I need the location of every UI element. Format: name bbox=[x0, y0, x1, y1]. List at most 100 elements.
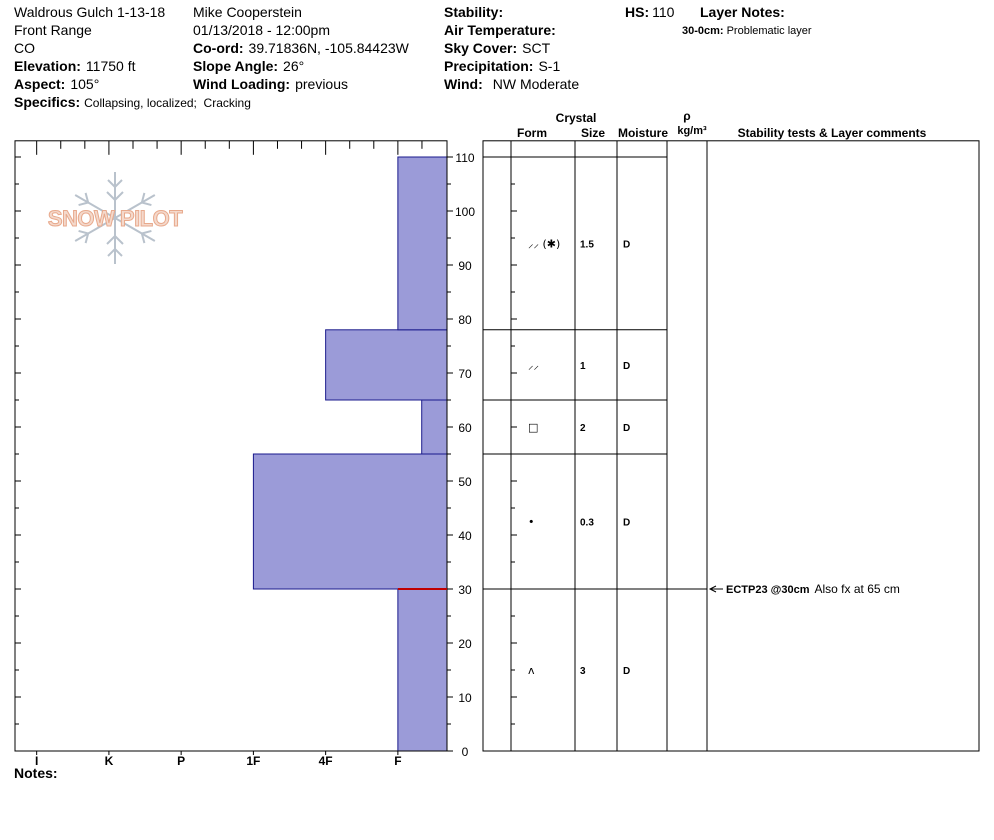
size-header: Size bbox=[581, 126, 605, 140]
y-tick-label: 100 bbox=[455, 205, 475, 219]
test-label: ECTP23 @30cm bbox=[726, 584, 810, 596]
wind-loading: Wind Loading: previous bbox=[193, 76, 348, 92]
label: HS: bbox=[625, 4, 649, 20]
moisture: D bbox=[623, 361, 630, 372]
logo-text: SNOW PILOT bbox=[48, 206, 183, 231]
grain-size: 2 bbox=[580, 423, 586, 434]
y-tick-label: 20 bbox=[458, 637, 472, 651]
elevation: Elevation: 11750 ft bbox=[14, 58, 136, 74]
hardness-bar bbox=[325, 329, 448, 401]
test-result: ECTP23 @30cm Also fx at 65 cm bbox=[726, 582, 900, 596]
comments-header: Stability tests & Layer comments bbox=[738, 126, 927, 140]
y-tick-label: 110 bbox=[455, 151, 474, 165]
air-temperature: Air Temperature: bbox=[444, 22, 556, 38]
range: Front Range bbox=[14, 22, 92, 38]
header: Waldrous Gulch 1-13-18 Front Range CO El… bbox=[14, 4, 812, 110]
grain-size: 1.5 bbox=[580, 239, 594, 250]
moisture: D bbox=[623, 518, 630, 529]
aspect: Aspect: 105° bbox=[14, 76, 99, 92]
value: 110 bbox=[652, 4, 675, 20]
density-unit: kg/m³ bbox=[677, 125, 707, 137]
value: Collapsing, localized; Cracking bbox=[84, 96, 251, 110]
coord: Co-ord: 39.71836N, -105.84423W bbox=[193, 40, 410, 56]
label: Slope Angle: bbox=[193, 58, 278, 74]
density-symbol: ρ bbox=[683, 109, 690, 123]
logo: SNOW PILOT bbox=[47, 172, 184, 264]
test-arrowhead bbox=[708, 585, 717, 593]
label: Aspect: bbox=[14, 76, 65, 92]
value: 26° bbox=[283, 58, 304, 74]
label: Elevation: bbox=[14, 58, 81, 74]
hardness-bar bbox=[252, 453, 448, 590]
range: 30-0cm: bbox=[682, 25, 724, 37]
layer-notes: Layer Notes: bbox=[700, 4, 785, 20]
y-tick-label: 60 bbox=[458, 421, 472, 435]
sky-cover: Sky Cover: SCT bbox=[444, 40, 551, 56]
grain-form: ʌ bbox=[528, 664, 535, 677]
x-tick-label: 1F bbox=[246, 754, 260, 768]
plot-frame bbox=[14, 140, 448, 752]
x-tick-label: K bbox=[105, 754, 114, 768]
label: Wind: bbox=[444, 76, 483, 92]
value: SCT bbox=[522, 40, 550, 56]
y-tick-label: 10 bbox=[458, 691, 472, 705]
y-tick-label: 50 bbox=[458, 475, 472, 489]
layer-note: 30-0cm: Problematic layer bbox=[682, 25, 812, 37]
label: Co-ord: bbox=[193, 40, 244, 56]
observer: Mike Cooperstein bbox=[193, 4, 302, 20]
y-tick-label: 70 bbox=[458, 367, 472, 381]
stability: Stability: bbox=[444, 4, 503, 20]
hardness-bar bbox=[397, 588, 448, 752]
grain-form: ⸝⸝ (✱) bbox=[528, 237, 560, 250]
x-tick-label: 4F bbox=[319, 754, 333, 768]
x-tick-label: I bbox=[35, 754, 38, 768]
grain-size: 0.3 bbox=[580, 518, 594, 529]
site: Waldrous Gulch 1-13-18 bbox=[14, 4, 165, 20]
label: Sky Cover: bbox=[444, 40, 517, 56]
x-tick-label: P bbox=[177, 754, 185, 768]
y-tick-label: 30 bbox=[458, 583, 472, 597]
grain-form: • bbox=[528, 516, 535, 529]
x-tick-label: F bbox=[394, 754, 401, 768]
value: previous bbox=[295, 76, 348, 92]
table-frame bbox=[482, 140, 980, 752]
column-headers: Crystal Form Size Moisture ρ kg/m³ Stabi… bbox=[517, 109, 927, 140]
value: NW Moderate bbox=[493, 76, 580, 92]
grain-form: ⸝⸝ bbox=[528, 359, 539, 372]
test-comment: Also fx at 65 cm bbox=[815, 582, 900, 596]
label: Precipitation: bbox=[444, 58, 533, 74]
label: Wind Loading: bbox=[193, 76, 290, 92]
value: S-1 bbox=[538, 58, 560, 74]
wind: Wind: NW Moderate bbox=[444, 76, 579, 92]
y-tick-label: 0 bbox=[462, 745, 469, 759]
hardness-bar bbox=[421, 399, 448, 455]
moisture: D bbox=[623, 666, 630, 677]
slope: Slope Angle: 26° bbox=[193, 58, 304, 74]
value: 105° bbox=[70, 76, 99, 92]
crystal-header: Crystal bbox=[556, 111, 597, 125]
grain-form: □ bbox=[528, 421, 538, 434]
y-tick-label: 40 bbox=[458, 529, 472, 543]
label: Specifics: bbox=[14, 94, 80, 110]
specifics: Specifics: Collapsing, localized; Crackin… bbox=[14, 94, 251, 110]
moisture: D bbox=[623, 239, 630, 250]
value: 11750 ft bbox=[86, 58, 136, 74]
moisture: D bbox=[623, 423, 630, 434]
moisture-header: Moisture bbox=[618, 126, 668, 140]
state: CO bbox=[14, 40, 35, 56]
y-tick-label: 80 bbox=[458, 313, 472, 327]
hardness-bar bbox=[397, 156, 448, 331]
value: 39.71836N, -105.84423W bbox=[249, 40, 410, 56]
grain-size: 3 bbox=[580, 666, 586, 677]
grain-size: 1 bbox=[580, 361, 586, 372]
precipitation: Precipitation: S-1 bbox=[444, 58, 560, 74]
notes-label: Notes: bbox=[14, 765, 58, 781]
y-tick-label: 90 bbox=[458, 259, 472, 273]
hs: HS: 110 bbox=[625, 4, 675, 20]
form-header: Form bbox=[517, 126, 547, 140]
note: Problematic layer bbox=[727, 25, 812, 37]
snowflake-arm bbox=[74, 192, 156, 244]
datetime: 01/13/2018 - 12:00pm bbox=[193, 22, 330, 38]
